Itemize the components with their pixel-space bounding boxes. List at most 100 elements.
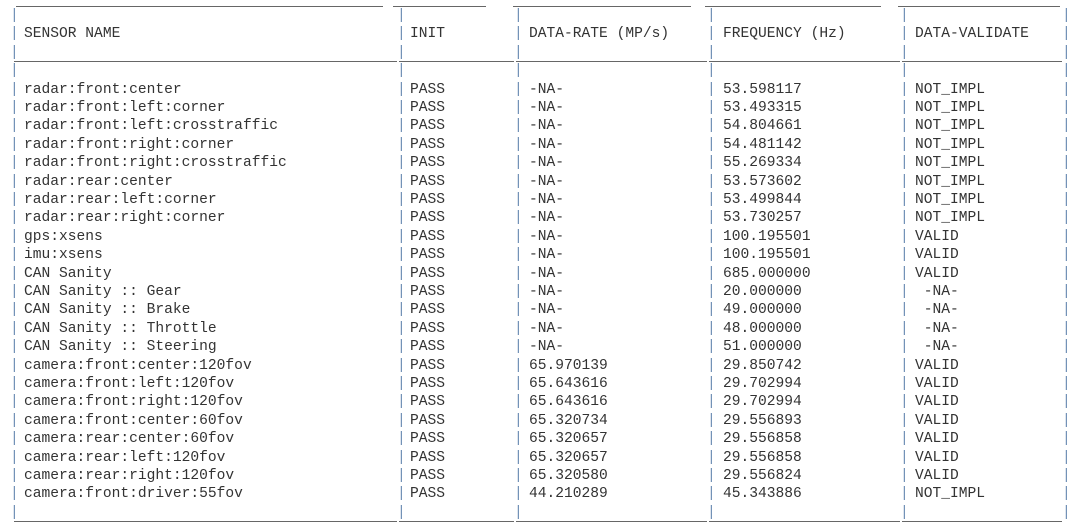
column-separator: |	[397, 339, 406, 356]
table-row: | | | | | | CAN Sanity :: Brake PASS -NA- 49.0000…	[0, 301, 1080, 319]
column-separator: |	[397, 155, 406, 172]
column-separator: |	[707, 394, 716, 411]
frequency-cell: 54.804661	[723, 118, 802, 135]
column-separator: |	[397, 412, 406, 429]
column-separator: |	[1062, 247, 1071, 264]
data-rate-cell: 44.210289	[529, 486, 608, 503]
data-rate-cell: -NA-	[529, 81, 565, 98]
column-separator: |	[10, 468, 19, 484]
frequency-cell: 29.702994	[723, 394, 802, 411]
init-cell: PASS	[410, 118, 446, 135]
init-cell: PASS	[410, 431, 446, 448]
sensor-name-cell: radar:rear:left:corner	[24, 192, 217, 208]
table-bottom-rule	[516, 521, 707, 522]
data-validate-cell: NOT_IMPL	[915, 173, 986, 190]
column-separator: |	[397, 118, 406, 135]
data-validate-header: DATA-VALIDATE	[915, 26, 1029, 43]
table-top-rule	[393, 6, 486, 7]
frequency-cell: 53.598117	[723, 81, 802, 98]
column-separator: |	[397, 284, 406, 300]
column-separator: |	[1062, 320, 1071, 337]
column-separator: |	[900, 394, 909, 411]
column-separator: |	[900, 376, 909, 392]
spacer-row: | | | | | |	[0, 62, 1080, 80]
column-separator: |	[514, 228, 523, 245]
frequency-cell: 20.000000	[723, 284, 802, 300]
column-separator: |	[514, 431, 523, 448]
sensor-name-cell: CAN Sanity	[24, 265, 112, 282]
sensor-name-cell: radar:front:right:corner	[24, 136, 235, 153]
table-row: | | | | | | CAN Sanity PASS -NA- 685.000000 VALID	[0, 265, 1080, 283]
column-separator: |	[514, 339, 523, 356]
frequency-cell: 48.000000	[723, 320, 802, 337]
table-top-rule	[16, 6, 383, 7]
data-rate-cell: -NA-	[529, 136, 565, 153]
column-separator: |	[397, 320, 406, 337]
init-cell: PASS	[410, 468, 446, 484]
column-separator: |	[1062, 155, 1071, 172]
column-separator: |	[514, 118, 523, 135]
column-separator: |	[900, 486, 909, 503]
init-cell: PASS	[410, 284, 446, 300]
column-separator: |	[10, 63, 19, 80]
column-separator: |	[514, 192, 523, 208]
sensor-name-cell: CAN Sanity :: Brake	[24, 302, 191, 319]
sensor-name-cell: radar:front:center	[24, 81, 182, 98]
init-cell: PASS	[410, 100, 446, 116]
table-top-rule	[898, 6, 1060, 7]
column-separator: |	[397, 394, 406, 411]
column-separator: |	[1062, 44, 1071, 61]
table-row: | | | | | | camera:front:left:120fov PASS 65.643…	[0, 375, 1080, 393]
sensor-name-cell: CAN Sanity :: Throttle	[24, 320, 217, 337]
init-cell: PASS	[410, 192, 446, 208]
data-rate-cell: 65.643616	[529, 376, 608, 392]
column-separator: |	[707, 100, 716, 116]
data-rate-cell: -NA-	[529, 265, 565, 282]
sensor-name-cell: camera:rear:right:120fov	[24, 468, 235, 484]
column-separator: |	[707, 210, 716, 227]
column-separator: |	[397, 210, 406, 227]
column-separator: |	[10, 486, 19, 503]
init-cell: PASS	[410, 339, 446, 356]
column-separator: |	[707, 173, 716, 190]
data-rate-cell: 65.643616	[529, 394, 608, 411]
column-separator: |	[900, 8, 909, 24]
column-separator: |	[10, 136, 19, 153]
column-separator: |	[900, 100, 909, 116]
column-separator: |	[514, 210, 523, 227]
data-validate-cell: VALID	[915, 412, 959, 429]
column-separator: |	[10, 81, 19, 98]
column-separator: |	[900, 173, 909, 190]
column-separator: |	[707, 320, 716, 337]
table-row: | | | | | | gps:xsens PASS -NA- 100.195501 VALID	[0, 228, 1080, 246]
column-separator: |	[397, 431, 406, 448]
frequency-cell: 100.195501	[723, 228, 811, 245]
init-cell: PASS	[410, 412, 446, 429]
sensor-name-cell: imu:xsens	[24, 247, 103, 264]
column-separator: |	[397, 357, 406, 374]
column-separator: |	[397, 468, 406, 484]
column-separator: |	[10, 412, 19, 429]
table-row: | | | | | | radar:rear:center PASS -NA- 53.573602…	[0, 173, 1080, 191]
column-separator: |	[10, 100, 19, 116]
column-separator: |	[707, 44, 716, 61]
data-validate-cell: -NA-	[915, 339, 959, 356]
data-rate-cell: -NA-	[529, 173, 565, 190]
column-separator: |	[707, 155, 716, 172]
data-rate-cell: 65.320734	[529, 412, 608, 429]
column-separator: |	[900, 228, 909, 245]
data-validate-cell: NOT_IMPL	[915, 486, 986, 503]
frequency-cell: 29.556858	[723, 431, 802, 448]
column-separator: |	[900, 339, 909, 356]
column-separator: |	[397, 173, 406, 190]
frequency-cell: 685.000000	[723, 265, 811, 282]
column-separator: |	[900, 449, 909, 466]
init-cell: PASS	[410, 320, 446, 337]
sensor-name-cell: camera:front:right:120fov	[24, 394, 243, 411]
column-separator: |	[900, 136, 909, 153]
data-rate-cell: -NA-	[529, 339, 565, 356]
column-separator: |	[900, 357, 909, 374]
column-separator: |	[1062, 504, 1071, 521]
column-separator: |	[397, 449, 406, 466]
data-validate-cell: VALID	[915, 376, 959, 392]
